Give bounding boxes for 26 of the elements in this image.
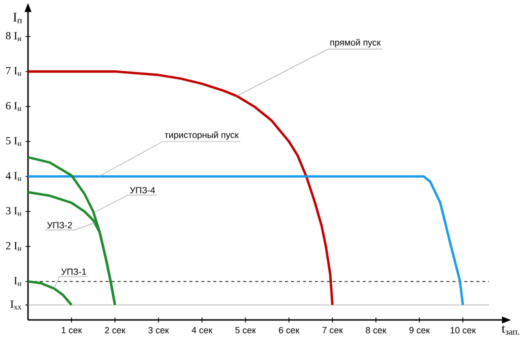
y-tick-label: 3 I$_{н}$	[6, 207, 22, 216]
y-tick-label: 7 I$_{н}$	[6, 67, 22, 76]
x-tick-label: 4 сек	[192, 326, 212, 334]
y-tick-label: I$_{xx}$	[10, 300, 22, 310]
text: тиристорный пуск	[164, 131, 239, 140]
series-label: УПЗ-2	[47, 222, 72, 228]
x-tick-label: 9 сек	[409, 326, 430, 334]
x-tick-label: 5 сек	[235, 326, 256, 334]
x-tick-label: 2 сек	[105, 326, 126, 334]
x-tick-label: 8 сек	[366, 326, 386, 334]
text: УПЗ-4	[130, 186, 155, 194]
text: прямой пуск	[330, 38, 381, 48]
y-axis-title: I$_{п}$	[13, 12, 22, 24]
x-tick-label: 7 сек	[322, 326, 343, 334]
x-tick-label: 1 сек	[62, 326, 82, 334]
x-axis-title: t$_{зап.}$	[502, 325, 520, 335]
y-tick-label: 8 I$_{н}$	[6, 32, 22, 41]
y-tick-label: 2 I$_{н}$	[6, 242, 22, 251]
x-tick-label: 3 сек	[148, 326, 169, 334]
x-tick-label: 10 сек	[450, 326, 476, 334]
y-tick-label: I$_{н}$	[14, 277, 22, 286]
y-tick-label: 6 I$_{н}$	[6, 102, 22, 111]
y-tick-label: 4 I$_{н}$	[6, 172, 22, 181]
series-label: УПЗ-1	[61, 268, 86, 275]
x-tick-label: 6 сек	[278, 326, 300, 334]
y-tick-label: 5 I$_{н}$	[6, 137, 22, 146]
